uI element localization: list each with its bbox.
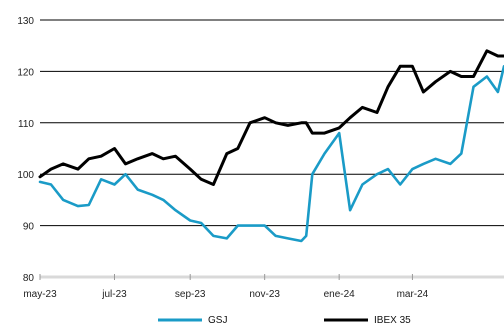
series-line-gsj [38,65,504,243]
x-tick-label: nov-23 [249,289,280,300]
x-tick-label: sep-23 [175,289,206,300]
x-tick-label: ene-24 [324,289,356,300]
y-tick-label: 110 [18,119,34,130]
x-axis-ticks: may-23 jul-23 sep-23 nov-23 ene-24 mar-24 [23,274,429,300]
series-line-ibex-35 [38,49,504,186]
y-tick-label: 100 [17,170,34,181]
legend-label: GSJ [208,315,227,323]
x-tick-label: mar-24 [397,289,429,300]
x-tick-label: jul-23 [101,289,127,300]
series-lines [38,49,504,243]
x-tick-label: may-23 [23,289,57,300]
y-axis-ticks: 80 90 100 110 120 130 [17,16,504,284]
legend: GSJ IBEX 35 [158,315,411,323]
y-tick-label: 130 [17,16,34,27]
legend-label: IBEX 35 [374,315,411,323]
y-tick-label: 90 [23,222,35,233]
y-tick-label: 80 [23,273,35,284]
y-tick-label: 120 [17,67,34,78]
